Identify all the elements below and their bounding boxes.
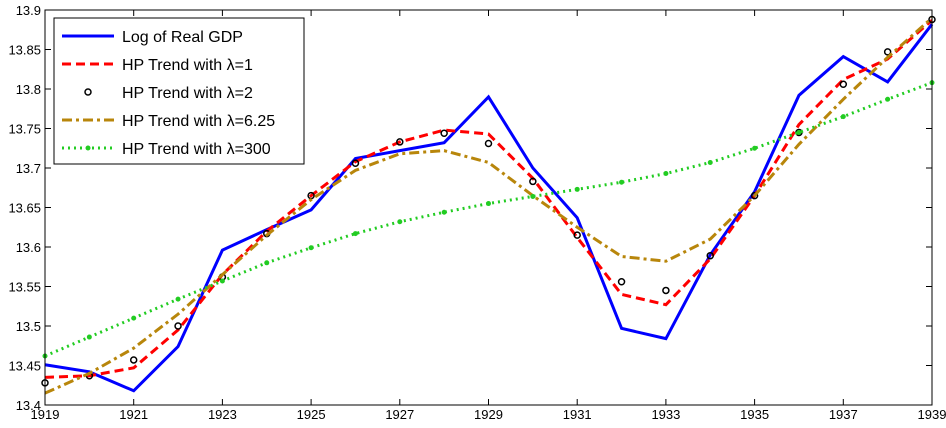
series-marker: [86, 334, 92, 340]
y-tick-label: 13.5: [16, 319, 41, 334]
legend-label: Log of Real GDP: [122, 29, 243, 46]
legend-swatch: [85, 145, 91, 151]
series-marker: [440, 129, 448, 137]
series-marker: [840, 114, 846, 120]
series-marker: [175, 296, 181, 302]
series-marker: [351, 159, 360, 168]
series-marker: [573, 231, 581, 239]
series-marker: [396, 138, 404, 146]
series-marker: [174, 322, 182, 330]
y-tick-label: 13.4: [16, 398, 41, 413]
y-tick-label: 13.6: [16, 240, 41, 255]
series-marker: [885, 96, 891, 102]
y-tick-label: 13.45: [8, 359, 41, 374]
series-marker: [706, 251, 714, 260]
series-marker: [752, 145, 758, 151]
x-tick-label: 1935: [740, 407, 769, 422]
legend-swatch: [84, 88, 92, 96]
x-tick-label: 1933: [651, 407, 680, 422]
series-marker: [750, 191, 759, 200]
series-marker: [663, 171, 669, 177]
x-tick-label: 1939: [918, 407, 946, 422]
x-tick-label: 1921: [119, 407, 148, 422]
series-marker: [129, 356, 138, 364]
series-marker: [619, 179, 625, 185]
y-tick-label: 13.55: [8, 280, 41, 295]
series-marker: [796, 129, 802, 135]
x-tick-label: 1923: [208, 407, 237, 422]
series-marker: [883, 48, 892, 56]
series-line: [44, 19, 933, 379]
x-tick-label: 1927: [385, 407, 414, 422]
legend-label: HP Trend with λ=6.25: [122, 113, 275, 130]
y-tick-label: 13.7: [16, 161, 41, 176]
x-tick-label: 1919: [31, 407, 60, 422]
series-marker: [486, 201, 491, 207]
series-marker: [839, 80, 848, 89]
y-tick-label: 13.9: [16, 3, 41, 18]
series-line: [44, 23, 934, 393]
legend-label: HP Trend with λ=2: [122, 85, 253, 102]
series-marker: [574, 186, 580, 192]
x-tick-label: 1925: [297, 407, 326, 422]
series-marker: [617, 278, 626, 286]
series-line: [44, 81, 933, 358]
series-marker: [707, 159, 713, 165]
series-marker: [397, 219, 403, 225]
series-marker: [484, 139, 493, 148]
y-tick-label: 13.85: [8, 43, 41, 58]
x-tick-label: 1931: [563, 407, 592, 422]
series-marker: [308, 245, 314, 251]
legend-box: [53, 17, 305, 165]
legend-label: HP Trend with λ=1: [122, 57, 253, 74]
series-marker: [529, 177, 537, 186]
series-marker: [441, 209, 447, 215]
series-marker: [219, 278, 225, 284]
y-tick-label: 13.75: [8, 122, 41, 137]
series-marker: [530, 193, 536, 199]
y-tick-label: 13.65: [8, 201, 41, 216]
series-marker: [264, 260, 270, 266]
x-tick-label: 1937: [829, 407, 858, 422]
legend-label: HP Trend with λ=300: [122, 141, 271, 158]
x-tick-label: 1929: [474, 407, 503, 422]
series-line: [44, 16, 933, 395]
series-marker: [662, 286, 670, 295]
plot-frame: [44, 9, 933, 406]
series-marker: [352, 231, 358, 237]
y-tick-label: 13.8: [16, 82, 41, 97]
series-marker: [131, 315, 137, 321]
